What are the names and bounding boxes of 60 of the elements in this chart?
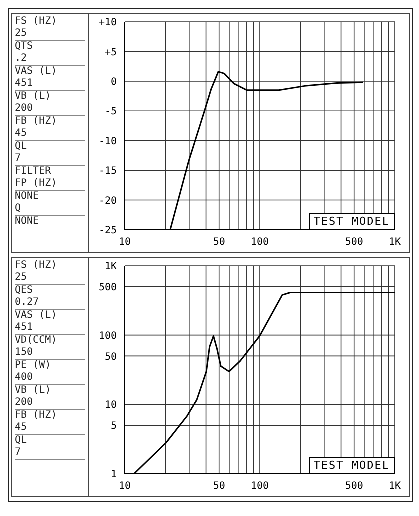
text: FILTER — [15, 166, 52, 178]
text: 200 — [15, 103, 85, 116]
y-tick-label: -5 — [104, 106, 117, 118]
y-tick-label: +10 — [98, 18, 117, 29]
text: FB (HZ) — [15, 410, 58, 422]
text: 7 — [15, 153, 85, 166]
text: 451 — [15, 322, 85, 335]
text: QTS — [15, 41, 34, 53]
y-tick-label: 1 — [110, 470, 117, 481]
text: QL — [15, 141, 28, 153]
y-tick-label: 5 — [110, 421, 117, 432]
text: VAS (L) — [15, 310, 58, 322]
x-tick-label: 100 — [250, 237, 270, 248]
text: 451 — [15, 78, 85, 91]
y-tick-label: 100 — [98, 330, 117, 342]
text: VAS (L) — [15, 66, 58, 78]
text: VD(CCM) — [15, 335, 58, 347]
y-tick-label: 0 — [110, 76, 117, 88]
y-tick-label: -25 — [98, 226, 117, 237]
x-tick-label: 50 — [213, 481, 226, 492]
x-tick-label: 500 — [345, 481, 364, 492]
text: 400 — [15, 372, 85, 385]
x-tick-label: 1K — [388, 237, 402, 248]
y-tick-label: 1K — [104, 262, 117, 273]
text: VB (L) — [15, 385, 52, 397]
text: 25 — [15, 272, 85, 285]
text: 150 — [15, 347, 85, 360]
text: NONE — [15, 191, 40, 203]
text: VB (L) — [15, 91, 52, 103]
text: FP (HZ) — [15, 178, 85, 191]
y-tick-label: 10 — [104, 400, 117, 412]
x-tick-label: 1K — [388, 481, 402, 492]
y-tick-label: +5 — [104, 47, 117, 58]
text: 7 — [15, 447, 85, 460]
text: FS (HZ) — [15, 16, 58, 28]
x-tick-label: 100 — [250, 481, 270, 492]
y-tick-label: -10 — [98, 136, 117, 148]
annotation: TEST MODEL — [308, 213, 395, 230]
text: 200 — [15, 397, 85, 410]
y-tick-label: 500 — [98, 282, 117, 294]
text: NONE — [15, 216, 40, 228]
x-tick-label: 500 — [345, 237, 364, 248]
text: FS (HZ) — [15, 260, 58, 272]
y-tick-label: 50 — [104, 352, 117, 363]
y-tick-label: -20 — [98, 196, 117, 207]
x-tick-label: 10 — [118, 481, 132, 492]
text: QL — [15, 435, 28, 447]
text: QES — [15, 285, 34, 297]
x-tick-label: 10 — [118, 237, 132, 248]
annotation: TEST MODEL — [308, 457, 395, 474]
text: Q — [15, 203, 85, 216]
y-tick-label: -15 — [98, 166, 117, 178]
text: .2 — [15, 53, 85, 66]
text: 45 — [15, 422, 85, 435]
text: PE (W) — [15, 360, 52, 372]
x-tick-label: 50 — [213, 237, 226, 248]
text: 25 — [15, 28, 85, 41]
text: 0.27 — [15, 297, 85, 310]
text: FB (HZ) — [15, 116, 58, 128]
text: 45 — [15, 128, 85, 141]
